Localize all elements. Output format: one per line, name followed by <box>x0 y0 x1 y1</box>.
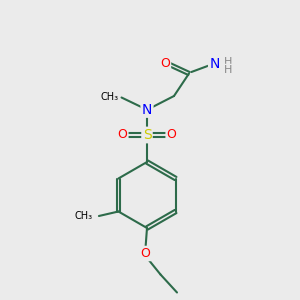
Text: N: N <box>142 103 152 116</box>
Text: O: O <box>167 128 176 142</box>
Text: H: H <box>224 65 232 75</box>
Text: S: S <box>142 128 152 142</box>
Text: O: O <box>160 56 170 70</box>
Text: CH₃: CH₃ <box>101 92 119 103</box>
Text: H: H <box>224 56 232 67</box>
Text: O: O <box>141 247 150 260</box>
Text: CH₃: CH₃ <box>74 211 92 221</box>
Text: N: N <box>209 58 220 71</box>
Text: O: O <box>118 128 127 142</box>
